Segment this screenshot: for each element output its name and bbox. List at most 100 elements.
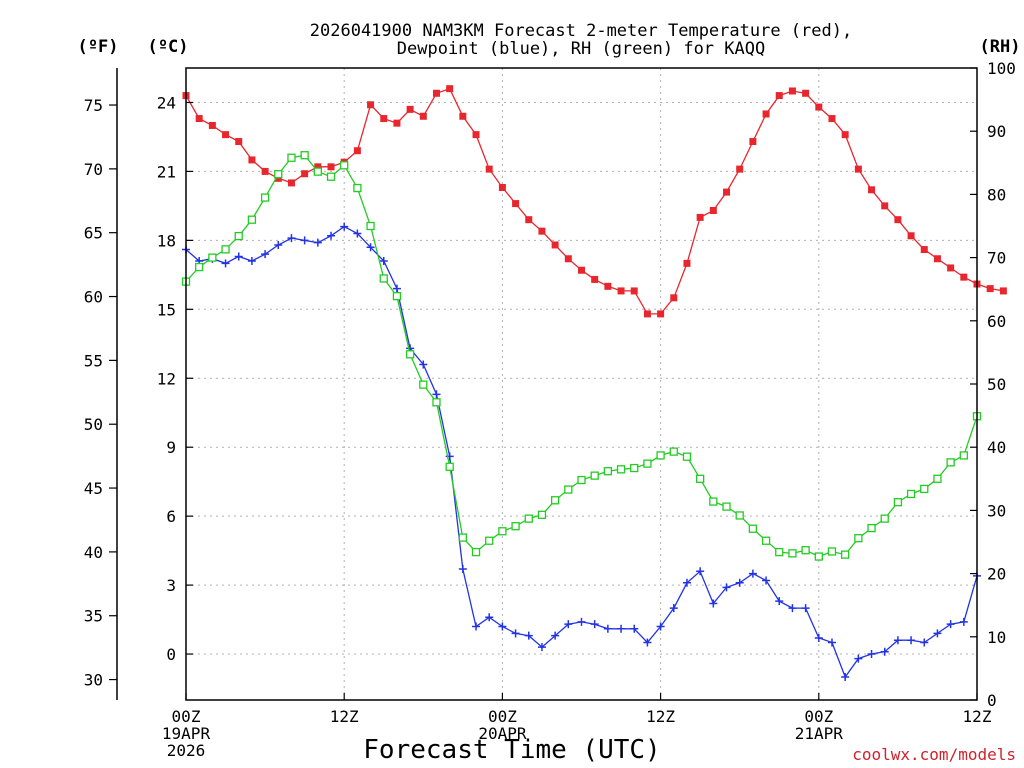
rh-tick-label: 30: [987, 501, 1006, 520]
fahrenheit-unit-label: (ºF): [78, 37, 119, 57]
temperature-point: [551, 241, 559, 249]
celsius-unit-label: (ºC): [148, 37, 189, 57]
dewpoint-point: [313, 238, 322, 247]
dewpoint-point: [893, 636, 902, 645]
rh-point: [234, 231, 243, 241]
temperature-point: [195, 115, 203, 123]
temperature-point: [868, 186, 876, 194]
temperature-point: [314, 163, 322, 171]
x-axis-title: Forecast Time (UTC): [363, 735, 660, 765]
x-tick-label: 20APR: [478, 724, 527, 743]
dewpoint-point: [709, 599, 718, 608]
fahrenheit-tick-label: 70: [84, 160, 103, 179]
dewpoint-point: [498, 622, 507, 631]
dewpoint-series-line: [185, 225, 978, 679]
temperature-point: [775, 92, 783, 100]
rh-point: [247, 215, 257, 224]
x-tick-label: 00Z: [804, 707, 833, 726]
fahrenheit-tick-label: 60: [84, 288, 103, 307]
temperature-point: [248, 156, 256, 164]
temperature-point: [512, 200, 520, 208]
dewpoint-point: [537, 643, 546, 652]
temperature-point: [525, 216, 533, 224]
x-tick-label: 12Z: [330, 707, 359, 726]
celsius-tick-label: 12: [157, 369, 176, 388]
temperature-point: [986, 285, 994, 293]
x-tick-label: 2026: [167, 741, 206, 760]
rh-point: [643, 459, 652, 468]
dewpoint-point: [603, 624, 612, 633]
credit-text: coolwx.com/models: [852, 745, 1016, 764]
rh-point: [827, 547, 837, 556]
temperature-point: [854, 165, 862, 173]
fahrenheit-tick-label: 50: [84, 415, 103, 434]
plot-frame: [185, 67, 978, 701]
temperature-point: [630, 287, 638, 295]
temperature-point: [670, 294, 678, 302]
rh-point: [564, 485, 573, 494]
rh-point: [221, 245, 230, 254]
temperature-point: [485, 165, 493, 173]
rh-tick-label: 40: [987, 438, 1006, 457]
dewpoint-point: [722, 583, 731, 592]
temperature-point: [472, 131, 480, 139]
temperature-point: [235, 138, 243, 146]
rh-point: [814, 552, 823, 561]
temperature-point: [920, 246, 928, 254]
rh-point: [195, 262, 204, 272]
rh-point: [577, 475, 586, 485]
rh-point: [537, 510, 547, 519]
rh-point: [735, 511, 744, 520]
temperature-point: [802, 89, 810, 97]
rh-point: [854, 534, 863, 543]
temperature-point: [881, 202, 889, 210]
dewpoint-point: [762, 576, 771, 585]
x-tick-label: 12Z: [963, 707, 992, 726]
temperature-point: [604, 282, 612, 290]
rh-point: [788, 549, 797, 558]
dewpoint-point: [946, 620, 955, 629]
temperature-point: [406, 105, 414, 113]
dewpoint-point: [682, 578, 691, 587]
temperature-point: [762, 110, 770, 118]
x-tick-label: 12Z: [646, 707, 675, 726]
dewpoint-point: [801, 604, 810, 613]
dewpoint-point: [788, 604, 797, 613]
temperature-point: [960, 273, 968, 281]
rh-point: [801, 546, 810, 555]
rh-tick-label: 50: [987, 375, 1006, 394]
rh-point: [709, 497, 718, 506]
rh-point: [841, 550, 850, 559]
rh-tick-label: 100: [987, 59, 1016, 78]
celsius-tick-label: 24: [157, 93, 176, 112]
dewpoint-point: [643, 638, 652, 647]
dewpoint-point: [669, 604, 678, 613]
fahrenheit-tick-label: 55: [84, 351, 103, 370]
dewpoint-point: [247, 257, 256, 266]
dewpoint-point: [867, 650, 876, 659]
temperature-point: [222, 131, 230, 139]
dewpoint-point: [511, 629, 520, 638]
rh-point: [590, 471, 599, 480]
dewpoint-point: [419, 360, 428, 369]
rh-point: [880, 514, 889, 523]
rh-series-line: [185, 154, 978, 558]
rh-point: [933, 474, 942, 483]
temperature-point: [432, 89, 440, 97]
fahrenheit-tick-label: 35: [84, 607, 103, 626]
dewpoint-point: [577, 617, 586, 626]
fahrenheit-tick-label: 65: [84, 224, 103, 243]
dewpoint-point: [630, 624, 639, 633]
rh-tick-label: 80: [987, 185, 1006, 204]
temperature-point: [749, 138, 757, 146]
dewpoint-point: [841, 673, 850, 682]
dewpoint-point: [775, 597, 784, 606]
temperature-point: [367, 101, 375, 109]
rh-tick-label: 20: [987, 565, 1006, 584]
rh-tick-label: 0: [987, 691, 997, 710]
x-tick-label: 19APR: [162, 724, 211, 743]
rh-point: [550, 496, 560, 505]
rh-point: [313, 167, 322, 176]
dewpoint-point: [524, 631, 533, 640]
